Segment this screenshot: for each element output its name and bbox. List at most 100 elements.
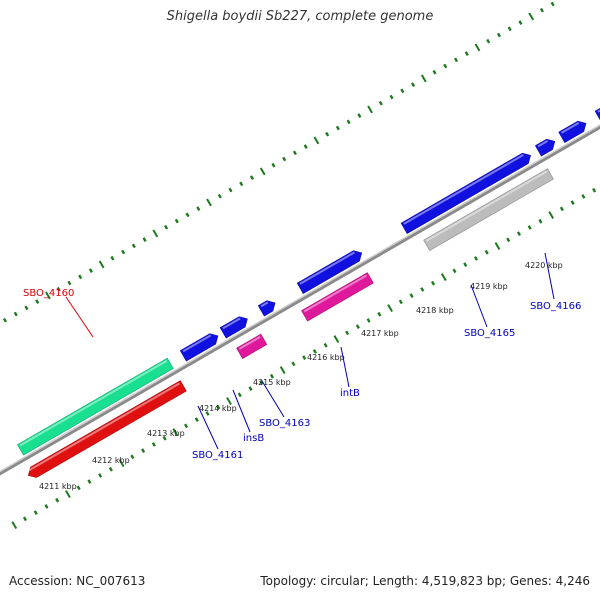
upper-tick (346, 119, 351, 125)
lower-tick (194, 417, 199, 422)
lower-tick (291, 361, 296, 367)
gene-sbo-4166-a-highlight (537, 140, 549, 148)
upper-tick (185, 212, 190, 218)
gene-edge-forward (594, 107, 600, 121)
upper-tick (13, 311, 18, 317)
upper-tick (464, 51, 469, 56)
gene-label: SBO_4163 (259, 418, 310, 429)
upper-tick (357, 113, 362, 118)
lower-tick (506, 237, 511, 243)
gene-sbo-4166-b-highlight (560, 122, 580, 134)
gene-sbo-4166-b (558, 120, 587, 143)
kbp-label: 4215 kbp (253, 378, 291, 387)
gene-label: intB (340, 388, 360, 399)
upper-tick (367, 105, 373, 114)
upper-tick (474, 43, 481, 52)
upper-tick (206, 198, 212, 207)
lower-tick (184, 423, 189, 429)
kbp-label: 4217 kbp (361, 329, 399, 338)
kbp-label: 4212 kbp (92, 456, 130, 465)
lower-tick (76, 485, 81, 491)
upper-tick (110, 255, 115, 261)
lower-tick (398, 299, 403, 305)
lower-tick (377, 311, 382, 317)
gene-label: SBO_4165 (464, 328, 515, 339)
lower-tick (141, 448, 146, 453)
lower-tick (312, 349, 317, 354)
kbp-label: 4216 kbp (307, 353, 345, 362)
upper-tick (378, 100, 383, 106)
upper-tick (453, 57, 459, 63)
upper-tick (303, 144, 308, 149)
lower-tick (494, 242, 501, 250)
upper-tick (239, 181, 244, 187)
gene-insb-highlight (238, 336, 261, 350)
label-leader-lines (65, 252, 555, 450)
lower-tick (581, 194, 586, 199)
gene-sbo-4160-upper (17, 357, 174, 456)
lower-tick (484, 249, 489, 255)
upper-tick (496, 32, 501, 38)
leader-line (544, 252, 555, 300)
kbp-label: 4220 kbp (525, 261, 563, 270)
lower-tick (355, 324, 360, 329)
lower-tick (527, 225, 532, 230)
lower-tick (130, 454, 135, 460)
kbp-label: 4211 kbp (39, 482, 77, 491)
upper-tick (2, 317, 8, 323)
lower-tick (87, 479, 92, 484)
gene-sbo-4165-forward-highlight (403, 154, 524, 225)
upper-tick (142, 237, 147, 242)
upper-tick (67, 280, 72, 286)
lower-tick (279, 366, 286, 374)
gene-sbo-4161-a (179, 333, 219, 362)
upper-tick (528, 12, 535, 21)
gene-label: SBO_4160 (23, 288, 74, 299)
gene-intb-highlight (303, 274, 368, 313)
lower-tick (205, 411, 210, 416)
gene-label: SBO_4166 (530, 301, 581, 312)
lower-tick (463, 262, 468, 267)
upper-tick (45, 291, 51, 300)
upper-tick (507, 26, 512, 32)
lower-tick (302, 355, 307, 360)
upper-tick (217, 193, 222, 199)
lower-tick (452, 268, 457, 274)
gene-sbo-4160-lower-highlight (27, 382, 181, 472)
upper-tick (389, 94, 394, 100)
kbp-axis-labels: 4211 kbp 4212 kbp 4213 kbp 4214 kbp 4215 kbp… (39, 261, 563, 491)
upper-tick (518, 20, 523, 25)
upper-tick (259, 167, 266, 176)
upper-tick (56, 286, 61, 292)
upper-tick (335, 125, 340, 131)
lower-tick (118, 459, 125, 467)
gene-intb (301, 272, 374, 322)
gene-sbo-4163-fragment-highlight (260, 301, 269, 308)
upper-tick (249, 175, 255, 180)
upper-tick (550, 1, 555, 7)
upper-tick (24, 305, 29, 311)
upper-tick (325, 131, 330, 137)
upper-tick (196, 206, 201, 211)
kbp-label: 4218 kbp (416, 306, 454, 315)
map-title: Shigella boydii Sb227, complete genome (166, 9, 434, 24)
lower-tick (570, 200, 575, 205)
lower-tick (516, 231, 521, 236)
lower-tick (366, 318, 371, 323)
lower-tick (345, 330, 350, 336)
lower-tick (323, 342, 328, 348)
lower-tick (333, 335, 340, 343)
lower-tick (548, 211, 555, 219)
upper-tick (152, 229, 159, 238)
leader-line (340, 346, 350, 388)
lower-tick (248, 386, 253, 391)
gene-sbo-4160-lower (27, 380, 187, 478)
leader-line (65, 296, 94, 338)
lower-tick (151, 442, 156, 447)
upper-tick (420, 74, 427, 83)
gene-sbo-4165 (423, 168, 554, 251)
upper-tick-ring (2, 0, 564, 323)
lower-tick (559, 206, 564, 212)
